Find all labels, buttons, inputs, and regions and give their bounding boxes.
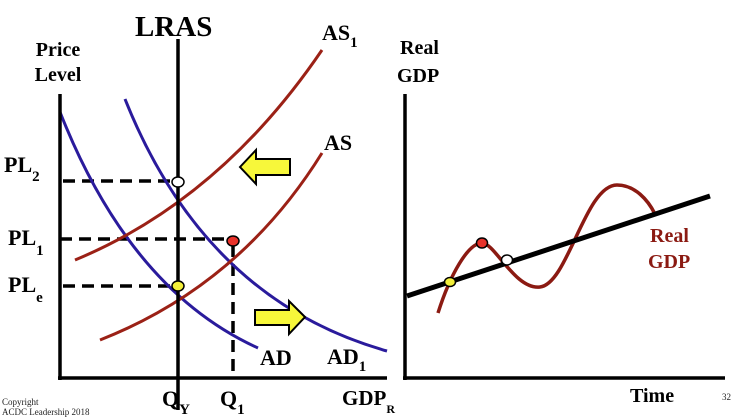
ple-label: PLe [8,272,43,306]
as-label: AS [324,130,352,155]
copyright-line1: Copyright [2,397,39,407]
ad-label: AD [260,345,292,370]
as1-label: AS1 [322,20,358,51]
red-point [475,237,489,249]
real-gdp-curve [436,183,657,314]
gdp-over-time-graph: Real GDP Time Real GDP [397,37,725,407]
pl1-label: PL1 [8,225,44,259]
price-axis-label-line2: Level [35,64,82,86]
real-gdp-axis-label-line2: GDP [397,65,439,87]
copyright-line2: ACDC Leadership 2018 [2,407,90,417]
q1-label: Q1 [220,386,245,418]
yellow-point [443,276,457,288]
white-point [500,254,514,266]
time-axis-label: Time [630,385,674,407]
gdp-axis-label: GDPR [342,386,395,416]
qy-label: QY [162,386,190,418]
left-shift-arrow-icon [238,147,291,187]
lras-label: LRAS [135,11,212,43]
real-gdp-curve-label-line1: Real [650,225,689,247]
ad1-label: AD1 [327,344,366,375]
as1-curve [74,49,324,262]
real-gdp-curve-label-line2: GDP [648,251,690,273]
as-curve [99,152,324,342]
pl1-equilibrium-point [226,235,240,247]
ad-as-graph: LRAS Price Level AS1 AS AD AD1 PL2 PL1 P… [4,11,395,418]
right-shift-arrow-icon [254,298,307,337]
ple-equilibrium-point [171,280,185,292]
page-number: 32 [722,392,731,402]
real-gdp-axis-label-line1: Real [400,37,439,59]
trend-line [406,193,711,299]
price-axis-label-line1: Price [36,39,81,61]
pl2-equilibrium-point [171,176,185,188]
ad-curve [58,111,259,350]
pl2-label: PL2 [4,152,40,185]
